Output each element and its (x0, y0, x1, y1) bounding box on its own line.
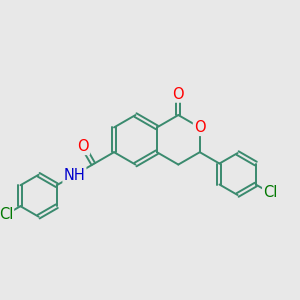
Text: NH: NH (64, 167, 85, 182)
Text: Cl: Cl (263, 185, 278, 200)
Text: O: O (77, 139, 89, 154)
Text: O: O (172, 87, 184, 102)
Text: Cl: Cl (0, 207, 13, 222)
Text: O: O (194, 120, 206, 135)
